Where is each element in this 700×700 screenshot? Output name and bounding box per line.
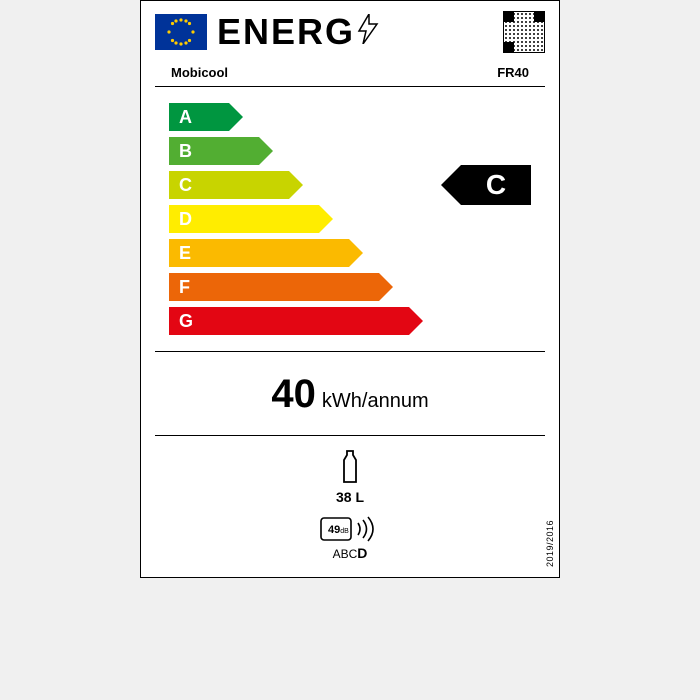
supplier-name: Mobicool	[171, 65, 228, 80]
noise-class-scale: ABCD	[333, 545, 368, 561]
capacity-unit: L	[355, 489, 364, 505]
bar-row: A	[169, 103, 531, 131]
bar-row: CC	[169, 171, 531, 199]
efficiency-bar-a: A	[169, 103, 229, 131]
bar-letter: F	[179, 277, 190, 298]
noise-spec: 49dB ABCD	[320, 515, 380, 561]
qr-code-icon	[503, 11, 545, 53]
bar-letter: E	[179, 243, 191, 264]
bar-letter: B	[179, 141, 192, 162]
bar-letter: D	[179, 209, 192, 230]
bar-row: G	[169, 307, 531, 335]
efficiency-bar-g: G	[169, 307, 409, 335]
consumption-value: 40	[271, 372, 316, 416]
noise-class-letter: D	[357, 545, 367, 561]
specs: 38 L 49dB ABCD	[141, 436, 559, 577]
header: ENERG	[141, 1, 559, 59]
bar-row: D	[169, 205, 531, 233]
bottle-icon	[339, 450, 361, 487]
energy-label: ENERG Mobicool FR40 ABCCDEFG 40kWh/annum…	[140, 0, 560, 578]
svg-text:49dB: 49dB	[328, 524, 349, 536]
bar-letter: A	[179, 107, 192, 128]
eu-flag-icon	[155, 14, 207, 50]
bolt-icon	[357, 14, 379, 51]
noise-class-letter: A	[333, 547, 341, 561]
noise-class-letter: C	[349, 547, 358, 561]
energy-title: ENERG	[217, 11, 493, 53]
energy-title-text: ENERG	[217, 11, 355, 53]
bar-row: B	[169, 137, 531, 165]
consumption: 40 kWh/annum	[155, 352, 545, 436]
efficiency-bar-f: F	[169, 273, 379, 301]
model-id: FR40	[497, 65, 529, 80]
efficiency-bar-c: C	[169, 171, 289, 199]
efficiency-bar-d: D	[169, 205, 319, 233]
efficiency-scale: ABCCDEFG	[155, 87, 545, 352]
noise-class-letter: B	[341, 547, 349, 561]
supplier-row: Mobicool FR40	[155, 59, 545, 87]
bar-row: F	[169, 273, 531, 301]
capacity-spec: 38 L	[336, 450, 364, 505]
capacity-text: 38 L	[336, 489, 364, 505]
rating-arrow: C	[461, 165, 531, 205]
capacity-value: 38	[336, 489, 352, 505]
bar-row: E	[169, 239, 531, 267]
consumption-unit: kWh/annum	[322, 390, 429, 412]
bar-letter: G	[179, 311, 193, 332]
regulation-ref: 2019/2016	[545, 520, 555, 567]
speaker-icon: 49dB	[320, 515, 380, 543]
efficiency-bar-e: E	[169, 239, 349, 267]
efficiency-bar-b: B	[169, 137, 259, 165]
bar-letter: C	[179, 175, 192, 196]
